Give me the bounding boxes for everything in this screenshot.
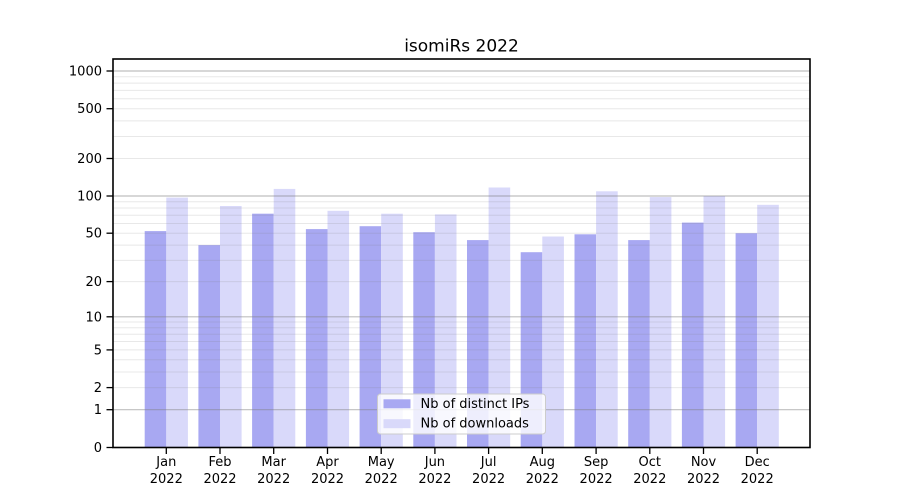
y-tick-label: 200 — [77, 152, 102, 167]
bar-may-2022-distinct-ips — [359, 226, 382, 448]
y-tick-label: 500 — [77, 102, 102, 117]
x-tick-label-year: 2022 — [150, 472, 183, 487]
y-tick-label: 100 — [77, 190, 102, 205]
y-tick-label: 20 — [85, 275, 102, 290]
y-tick-label: 1 — [94, 403, 102, 418]
x-tick-label-year: 2022 — [203, 472, 236, 487]
x-tick-label: Sep 2022 — [580, 455, 613, 487]
x-tick-label: Mar 2022 — [257, 455, 290, 487]
bar-nov-2022-distinct-ips — [681, 222, 704, 448]
y-tick-label: 1000 — [69, 65, 102, 80]
x-tick-label-month: Apr — [316, 455, 339, 470]
x-tick-label-month: Sep — [584, 455, 609, 470]
bar-jan-2022-distinct-ips — [144, 231, 167, 448]
x-tick-label: Dec 2022 — [741, 455, 774, 487]
bar-jan-2022-downloads — [166, 197, 188, 448]
x-tick-label: Jul 2022 — [472, 455, 505, 487]
legend-label-distinct-ips: Nb of distinct IPs — [421, 397, 530, 412]
y-tick-label: 0 — [94, 441, 102, 456]
legend-box — [377, 393, 546, 435]
bar-feb-2022-distinct-ips — [198, 245, 220, 448]
x-tick-label-year: 2022 — [580, 472, 613, 487]
x-tick-label: May 2022 — [365, 455, 398, 487]
x-tick-label-year: 2022 — [257, 472, 290, 487]
bar-mar-2022-distinct-ips — [252, 213, 274, 448]
bar-may-2022-downloads — [381, 213, 403, 448]
x-tick-label-year: 2022 — [633, 472, 666, 487]
bar-sep-2022-downloads — [596, 191, 618, 448]
bar-sep-2022-distinct-ips — [574, 234, 597, 448]
x-tick-label: Aug 2022 — [526, 455, 559, 487]
x-tick-label: Jan 2022 — [150, 455, 183, 487]
x-tick-label: Feb 2022 — [203, 455, 236, 487]
x-tick-label-year: 2022 — [472, 472, 505, 487]
x-tick-label-year: 2022 — [365, 472, 398, 487]
x-tick-label: Jun 2022 — [418, 455, 451, 487]
x-tick-label-month: May — [368, 455, 395, 470]
x-tick-label: Oct 2022 — [633, 455, 666, 487]
y-tick-label: 50 — [85, 227, 102, 242]
bar-aug-2022-downloads — [542, 236, 564, 448]
x-tick-label: Nov 2022 — [687, 455, 720, 487]
bar-mar-2022-downloads — [273, 188, 296, 448]
y-tick-label: 10 — [85, 310, 102, 325]
bar-apr-2022-distinct-ips — [305, 229, 328, 448]
legend-swatch-distinct-ips — [383, 399, 411, 409]
x-tick-label-month: Dec — [745, 455, 770, 470]
grid-layer — [113, 70, 810, 411]
y-tick-label: 5 — [94, 343, 102, 358]
bar-feb-2022-downloads — [220, 206, 242, 448]
x-tick-label: Apr 2022 — [311, 455, 344, 487]
x-tick-label-month: Jan — [155, 455, 176, 470]
x-tick-label-month: Oct — [639, 455, 661, 470]
x-tick-label-month: Jul — [480, 455, 497, 470]
bar-dec-2022-downloads — [757, 204, 779, 448]
x-tick-label-year: 2022 — [311, 472, 344, 487]
bar-nov-2022-downloads — [703, 196, 726, 448]
y-tick-label: 2 — [94, 381, 102, 396]
chart-title: isomiRs 2022 — [404, 37, 519, 57]
legend: Nb of distinct IPs Nb of downloads — [377, 393, 546, 435]
x-tick-label-year: 2022 — [526, 472, 559, 487]
x-tick-label-month: Nov — [691, 455, 717, 470]
bar-jul-2022-downloads — [488, 187, 511, 448]
legend-swatch-downloads — [383, 419, 411, 429]
bar-dec-2022-distinct-ips — [735, 233, 758, 448]
bar-oct-2022-distinct-ips — [628, 240, 650, 448]
bar-jun-2022-downloads — [434, 214, 457, 448]
x-tick-label-month: Feb — [208, 455, 231, 470]
x-tick-label-month: Jun — [424, 455, 445, 470]
x-tick-label-month: Mar — [261, 455, 286, 470]
x-tick-label-year: 2022 — [418, 472, 451, 487]
legend-label-downloads: Nb of downloads — [421, 417, 530, 432]
bar-apr-2022-downloads — [327, 210, 350, 448]
x-tick-label-year: 2022 — [741, 472, 774, 487]
plot-frame — [112, 58, 811, 449]
x-tick-label-month: Aug — [530, 455, 555, 470]
bar-oct-2022-downloads — [649, 197, 672, 448]
x-tick-label-year: 2022 — [687, 472, 720, 487]
